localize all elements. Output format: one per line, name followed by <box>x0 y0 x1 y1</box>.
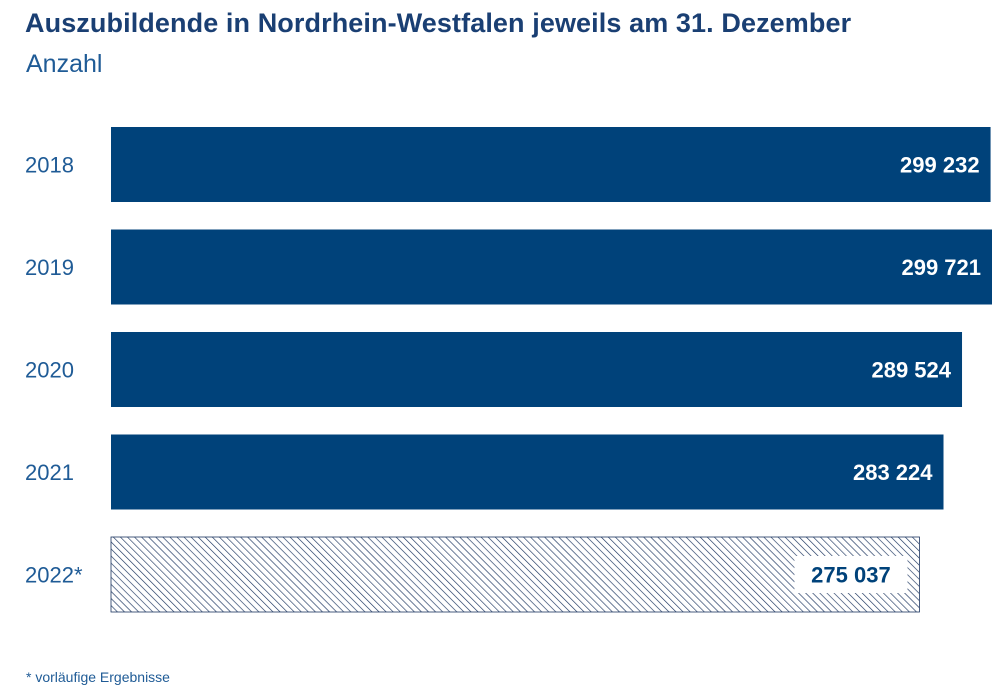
category-label: 2018 <box>25 153 74 178</box>
chart-subtitle: Anzahl <box>26 50 103 78</box>
bar <box>111 229 992 305</box>
footnote: * vorläufige Ergebnisse <box>26 669 170 685</box>
value-label: 299 232 <box>900 153 980 178</box>
bar <box>111 332 963 407</box>
bar-provisional <box>110 536 920 613</box>
bar <box>111 127 991 202</box>
bar <box>111 434 944 510</box>
category-label: 2019 <box>25 255 74 280</box>
value-label-box <box>794 556 908 593</box>
value-label: 299 721 <box>901 255 981 280</box>
category-label: 2020 <box>25 358 74 383</box>
value-label: 289 524 <box>871 358 951 383</box>
category-label: 2021 <box>25 460 74 485</box>
value-label: 283 224 <box>853 460 933 485</box>
value-label: 275 037 <box>811 563 891 588</box>
chart-title: Auszubildende in Nordrhein-Westfalen jew… <box>25 8 852 38</box>
category-label: 2022* <box>25 563 83 588</box>
